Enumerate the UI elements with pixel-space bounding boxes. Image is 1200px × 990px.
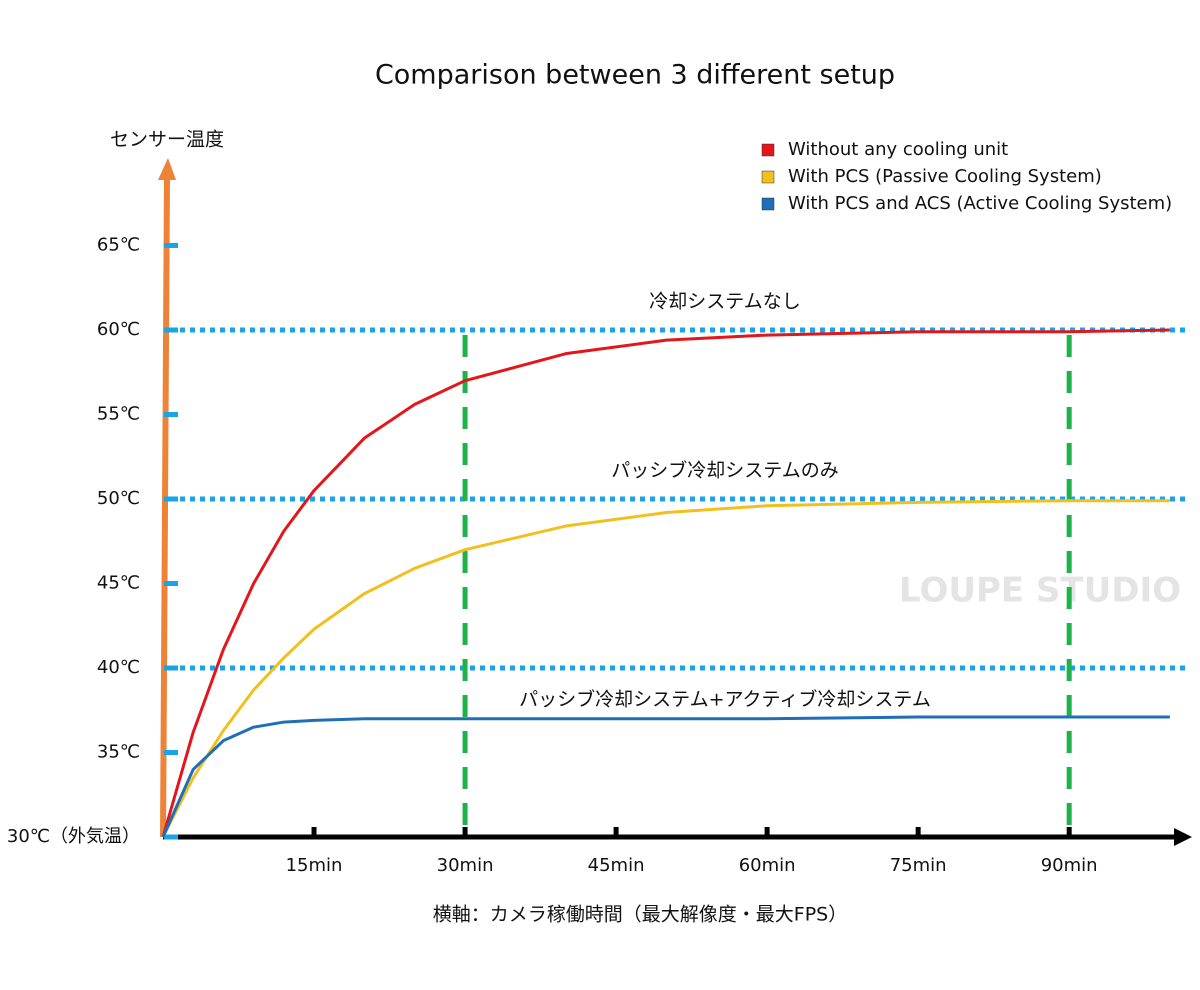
legend-swatch xyxy=(761,197,775,211)
y-axis xyxy=(160,175,170,838)
x-axis-label: 横軸：カメラ稼働時間（最大解像度・最大FPS） xyxy=(433,904,847,926)
x-axis-arrow xyxy=(1174,828,1192,846)
legend-label: With PCS (Passive Cooling System) xyxy=(788,166,1102,187)
y-tick-label: 35℃ xyxy=(97,742,140,763)
y-tick-label: 50℃ xyxy=(97,488,140,509)
series-line xyxy=(161,715,1170,838)
x-tick-label: 15min xyxy=(286,855,343,876)
reference-label: パッシブ冷却システムのみ xyxy=(611,459,838,482)
x-tick-label: 30min xyxy=(437,855,494,876)
chart-title: Comparison between 3 different setup xyxy=(375,60,895,91)
series-line xyxy=(161,499,1170,838)
y-axis-arrow xyxy=(158,158,176,180)
legend-swatch xyxy=(761,170,775,184)
x-tick-label: 60min xyxy=(739,855,796,876)
watermark: LOUPE STUDIO xyxy=(899,571,1181,611)
x-tick-label: 45min xyxy=(588,855,645,876)
series-line xyxy=(161,328,1170,838)
y-tick-label: 30℃（外気温） xyxy=(7,826,140,847)
legend-label: Without any cooling unit xyxy=(788,139,1008,160)
annotation: パッシブ冷却システム+アクティブ冷却システム xyxy=(519,688,931,711)
y-tick-label: 65℃ xyxy=(97,235,140,256)
x-tick-label: 90min xyxy=(1041,855,1098,876)
y-axis-label: センサー温度 xyxy=(110,129,224,151)
y-tick-label: 45℃ xyxy=(97,573,140,594)
y-tick-label: 60℃ xyxy=(97,319,140,340)
y-tick-label: 40℃ xyxy=(97,657,140,678)
legend-label: With PCS and ACS (Active Cooling System) xyxy=(788,193,1172,214)
y-tick-label: 55℃ xyxy=(97,404,140,425)
x-tick-label: 75min xyxy=(890,855,947,876)
legend-swatch xyxy=(761,143,775,157)
reference-label: 冷却システムなし xyxy=(649,291,800,313)
